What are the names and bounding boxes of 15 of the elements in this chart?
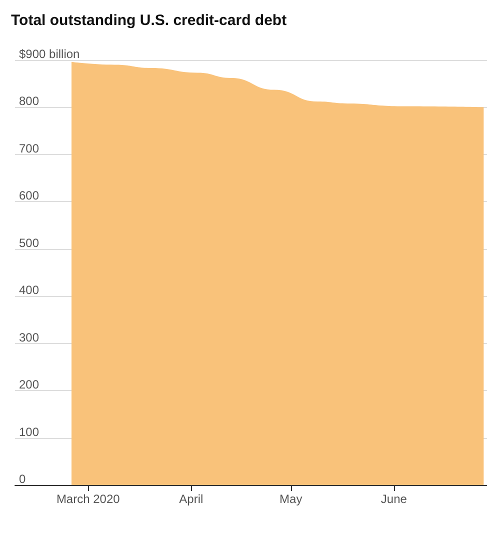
y-tick-label: 0 — [19, 472, 26, 486]
y-tick-label: 500 — [19, 236, 40, 250]
y-tick-label: 300 — [19, 330, 40, 344]
x-tick-label: May — [280, 492, 302, 506]
y-tick-label: 700 — [19, 141, 40, 156]
y-tick-label: 100 — [19, 424, 40, 439]
y-tick-label: 800 — [19, 94, 40, 108]
y-tick-label: 400 — [19, 283, 40, 298]
y-tick-label: 600 — [19, 188, 40, 203]
x-tick-label: April — [179, 492, 204, 506]
x-tick-label: March 2020 — [56, 492, 120, 506]
x-tick-label: June — [380, 492, 408, 506]
y-tick-label: 200 — [19, 378, 40, 392]
chart-title: Total outstanding U.S. credit-card debt — [11, 12, 287, 29]
y-tick-label: $900 billion — [19, 47, 80, 61]
